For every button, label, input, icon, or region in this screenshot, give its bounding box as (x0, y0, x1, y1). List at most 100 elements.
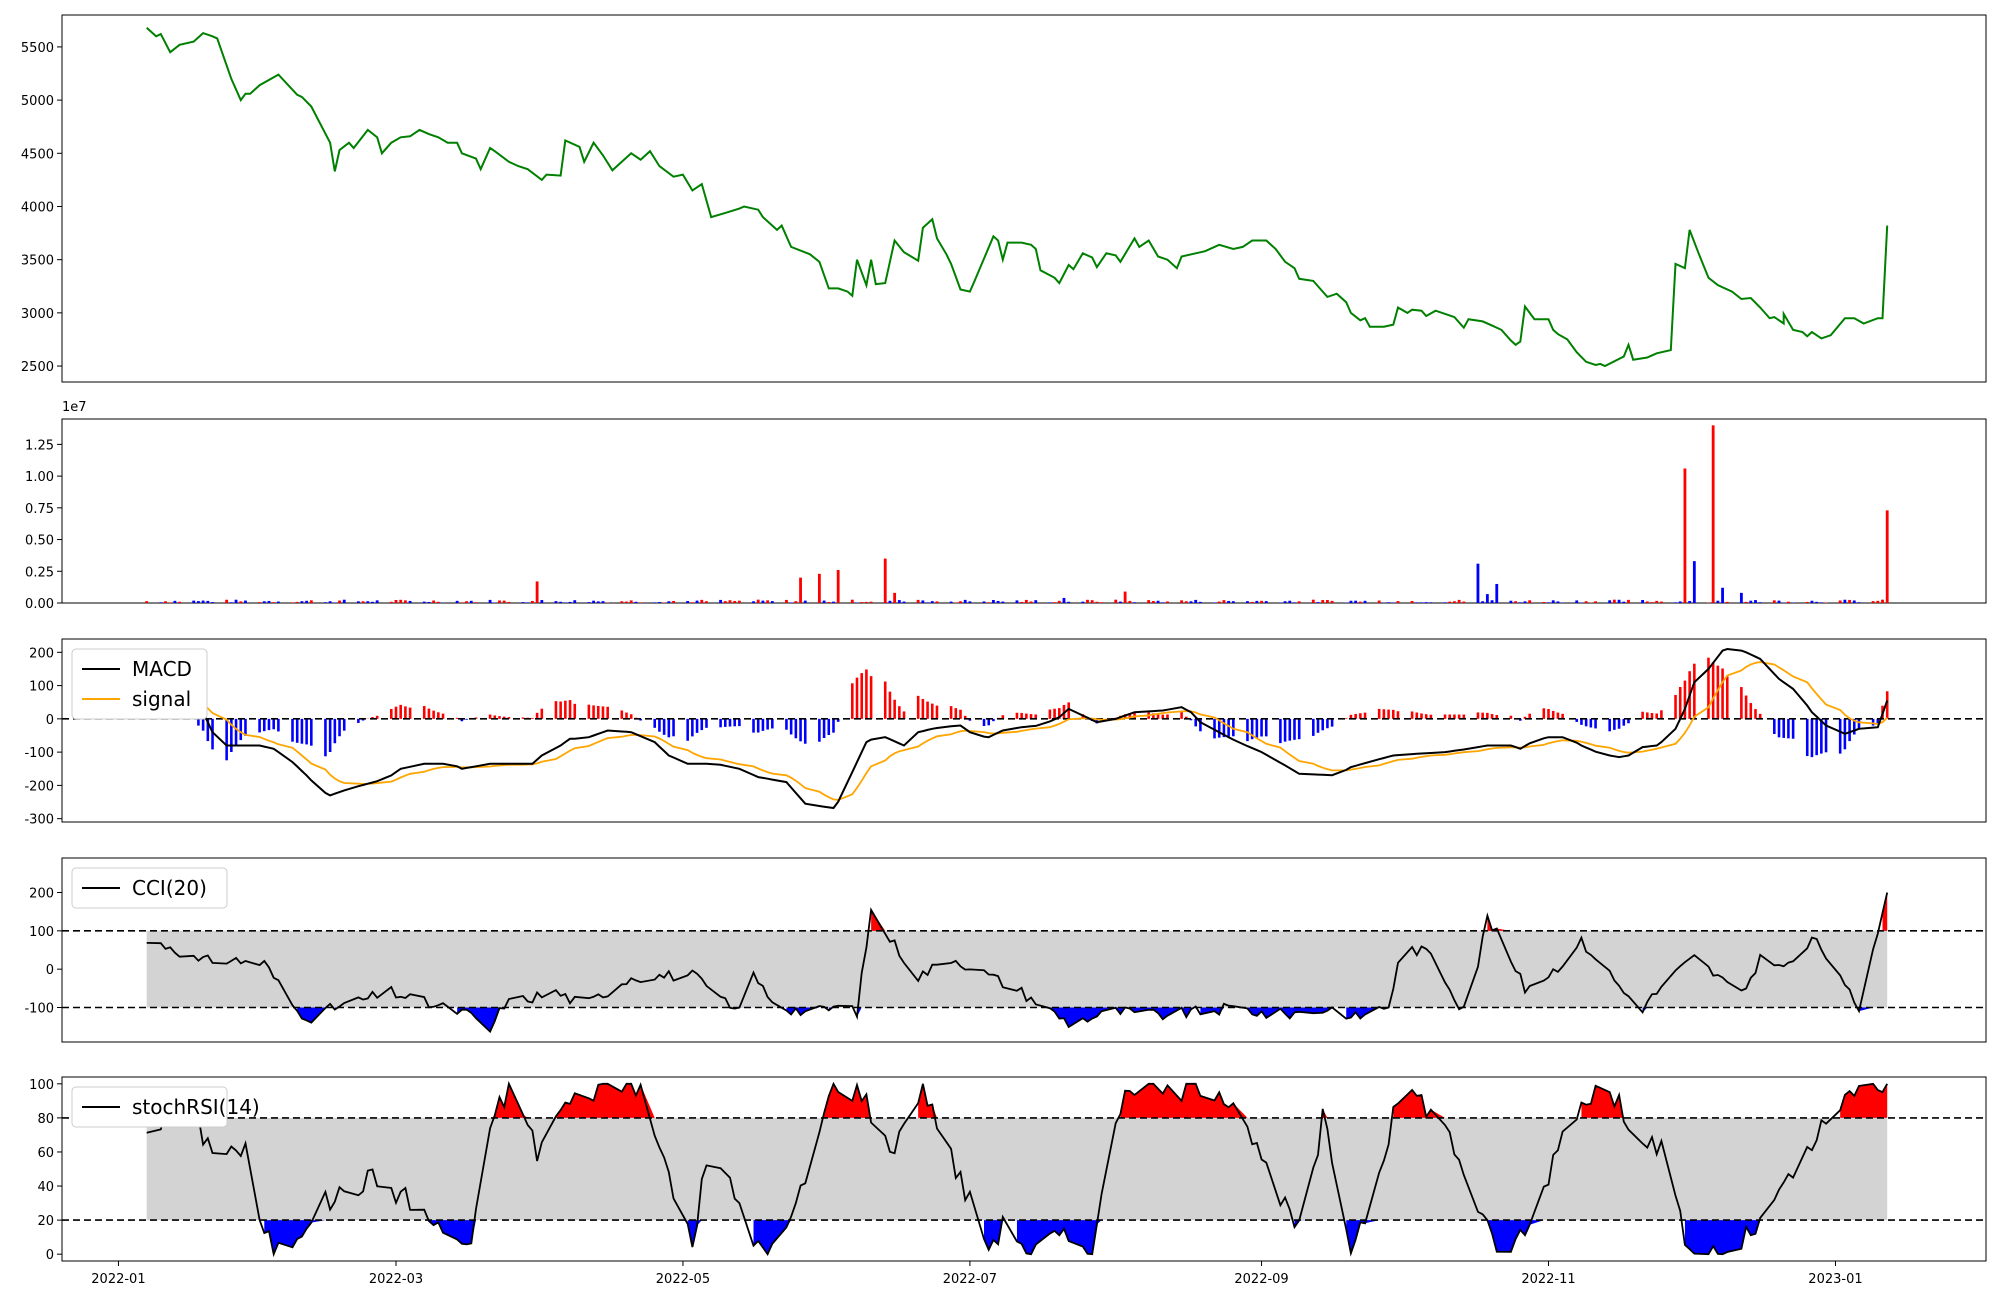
stochrsi-frame (61, 1076, 1987, 1262)
macd-histogram-bar (1744, 695, 1748, 719)
macd-histogram-bar (1199, 718, 1202, 732)
volume-bar (799, 577, 802, 603)
macd-histogram-bar (1053, 708, 1056, 719)
macd-histogram-bar (540, 708, 544, 719)
volume-ytick-label: 0.25 (25, 565, 54, 580)
macd-histogram-bar (869, 676, 873, 719)
volume-bar (291, 602, 294, 603)
macd-histogram-bar (1815, 718, 1818, 756)
volume-bar (239, 601, 243, 603)
macd-histogram-bar (1650, 713, 1654, 719)
macd-histogram-bar (756, 718, 760, 733)
stochrsi-overbought-fill (494, 1083, 528, 1118)
macd-histogram-bar (1185, 716, 1188, 719)
macd-histogram-bar (935, 705, 939, 719)
volume-bar (173, 600, 177, 603)
volume-bar (658, 602, 661, 603)
volume-bar (1114, 599, 1118, 603)
volume-bar (1476, 563, 1480, 603)
volume-bar (1415, 602, 1419, 603)
volume-bar (206, 600, 210, 603)
macd-histogram-bar (1707, 657, 1710, 719)
volume-bar (1358, 601, 1362, 603)
volume-bar (888, 600, 892, 603)
volume-bar (794, 601, 798, 603)
volume-bar (1429, 602, 1433, 603)
volume-bar (1617, 599, 1621, 603)
macd-histogram-bar (1034, 714, 1038, 719)
macd-histogram-bar (1156, 714, 1160, 719)
volume-bar (935, 601, 939, 603)
price-line (146, 27, 1889, 368)
volume-bar (1067, 601, 1071, 603)
macd-histogram-bar (1683, 680, 1687, 719)
volume-bar (596, 601, 600, 603)
cci-overbought-fill (1882, 892, 1888, 931)
volume-bar (639, 602, 643, 603)
macd-legend-label: MACD (132, 657, 192, 681)
stochrsi-legend (71, 1086, 228, 1128)
macd-histogram-bar (625, 712, 628, 719)
macd-histogram-bar (1448, 714, 1452, 719)
macd-histogram-bar (888, 691, 892, 719)
macd-histogram-bar (1410, 711, 1414, 719)
volume-bar (1213, 602, 1216, 603)
macd-histogram-bar (465, 718, 468, 720)
volume-exponent-label: 1e7 (62, 400, 87, 415)
macd-histogram-bar (587, 704, 591, 719)
volume-bar (276, 601, 280, 603)
macd-histogram-bar (1415, 712, 1419, 719)
macd-ytick-label: -300 (24, 813, 54, 828)
macd-histogram-bar (1429, 714, 1433, 719)
volume-bar (328, 601, 332, 603)
cci-panel: -100 0 100 200 CCI(20) (24, 857, 1987, 1043)
macd-histogram-bar (818, 718, 821, 742)
macd-histogram-bar (1396, 711, 1400, 719)
macd-histogram-bar (902, 711, 906, 719)
macd-histogram-bar (1655, 713, 1658, 719)
volume-bar (403, 600, 407, 603)
stochrsi-oversold-fill (264, 1220, 326, 1255)
macd-histogram-bar (705, 718, 708, 728)
volume-bar (1100, 602, 1104, 603)
price-panel: 2500 3000 3500 4000 4500 5000 5500 (21, 14, 1987, 383)
volume-bar (1194, 599, 1198, 603)
volume-bar (1396, 601, 1400, 603)
volume-bar (803, 600, 807, 603)
macd-histogram-bar (1547, 708, 1550, 719)
volume-bar (1848, 599, 1851, 603)
macd-histogram-bar (883, 681, 887, 719)
volume-bar (159, 602, 163, 603)
cci-line (146, 892, 1889, 1034)
volume-bar (1622, 601, 1626, 603)
volume-bar (1293, 602, 1296, 603)
volume-bar (1410, 601, 1414, 603)
macd-histogram-bar (1166, 714, 1169, 719)
volume-ytick-label: 0.75 (25, 502, 54, 517)
macd-histogram-bar (342, 718, 346, 731)
macd-histogram-bar (620, 710, 624, 719)
macd-histogram-bar (521, 717, 525, 719)
macd-histogram-bar (596, 705, 600, 719)
macd-histogram-bar (1293, 718, 1296, 740)
macd-histogram-bar (262, 718, 266, 732)
macd-histogram-bar (1575, 718, 1579, 722)
volume-bar (930, 601, 934, 603)
macd-histogram-bar (658, 718, 661, 732)
volume-bar (1650, 602, 1654, 603)
volume-bar (361, 601, 365, 603)
volume-bar (559, 601, 563, 603)
macd-histogram-bar (1777, 718, 1781, 738)
volume-bar (789, 602, 793, 603)
volume-bar (573, 600, 577, 603)
volume-bar (1758, 602, 1762, 603)
macd-histogram-bar (460, 718, 464, 722)
macd-histogram-bar (1608, 718, 1611, 732)
volume-bar (1457, 599, 1461, 603)
macd-legend-label: signal (132, 687, 191, 711)
volume-bar (1189, 601, 1193, 603)
macd-histogram-bar (1180, 712, 1183, 719)
macd-histogram-bar (455, 717, 459, 719)
volume-bar (1754, 600, 1757, 603)
macd-histogram-bar (1716, 665, 1720, 719)
